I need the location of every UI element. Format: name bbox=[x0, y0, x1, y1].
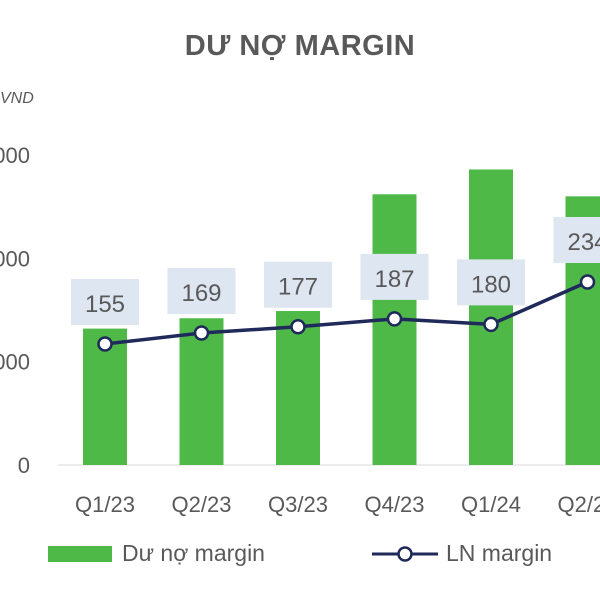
y-tick-label: 10,000 bbox=[0, 246, 30, 271]
data-label-box bbox=[360, 253, 429, 300]
chart-plot: 155 169 177 187 180 234 Q1/23 Q2/23 Q3/23 Q4/23 Q… bbox=[0, 143, 600, 517]
data-label: 169 bbox=[181, 280, 221, 307]
line-point bbox=[97, 336, 113, 352]
data-label: 180 bbox=[471, 271, 511, 298]
bar bbox=[372, 194, 417, 465]
line-point bbox=[193, 325, 210, 341]
legend-bar-label: Dư nợ margin bbox=[122, 540, 265, 566]
data-label-box bbox=[71, 279, 139, 325]
x-tick-label: Q3/23 bbox=[268, 492, 328, 517]
line-point bbox=[386, 311, 403, 327]
y-tick-label: 0 bbox=[18, 453, 30, 478]
data-label-box bbox=[457, 259, 525, 306]
x-tick-label: Q2/23 bbox=[172, 492, 232, 517]
data-label: 177 bbox=[278, 274, 318, 301]
x-tick-label: Q2/24 bbox=[558, 492, 600, 517]
chart-title: DƯ NỢ MARGIN bbox=[184, 30, 416, 62]
legend-item-line: LN margin bbox=[370, 540, 552, 567]
x-tick-label: Q1/24 bbox=[461, 492, 521, 517]
x-tick-label: Q4/23 bbox=[365, 492, 425, 517]
data-label-box bbox=[553, 217, 600, 263]
y-tick-label: 5,000 bbox=[0, 350, 30, 375]
data-label: 187 bbox=[374, 266, 414, 293]
legend-line-label: LN margin bbox=[446, 540, 553, 566]
chart-legend: Dư nợ margin LN margin bbox=[0, 540, 600, 580]
line-point bbox=[290, 318, 306, 335]
line-series-ln-margin bbox=[104, 280, 589, 346]
data-label: 234 bbox=[567, 229, 600, 256]
legend-line-swatch bbox=[372, 545, 438, 562]
data-label-box bbox=[167, 268, 236, 315]
data-label: 155 bbox=[85, 291, 125, 318]
x-tick-label: Q1/23 bbox=[75, 492, 135, 517]
bar bbox=[179, 318, 224, 465]
legend-bar-swatch bbox=[48, 545, 112, 562]
legend-item-bar: Dư nợ margin bbox=[48, 540, 265, 567]
y-tick-label: 15,000 bbox=[0, 143, 30, 168]
bar bbox=[276, 311, 320, 465]
line-point bbox=[483, 316, 499, 333]
line-point bbox=[579, 274, 596, 290]
unit-label: VND bbox=[0, 90, 34, 107]
data-label-box bbox=[264, 261, 332, 308]
